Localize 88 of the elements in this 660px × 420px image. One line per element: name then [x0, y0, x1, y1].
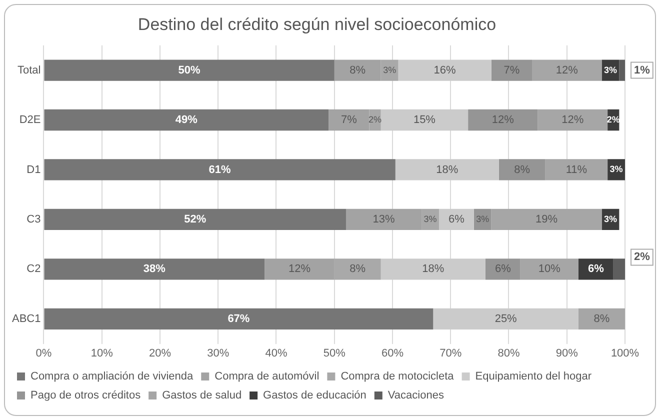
data-label: 8% — [350, 64, 366, 76]
data-label: 16% — [434, 64, 456, 76]
data-label: 12% — [288, 263, 311, 276]
data-label: 3% — [610, 164, 623, 174]
data-label: 38% — [143, 263, 166, 276]
data-label: 6% — [588, 263, 604, 276]
bar — [468, 109, 538, 131]
data-label: 18% — [436, 164, 458, 176]
bar — [532, 60, 602, 81]
bar — [619, 60, 625, 81]
chart-title: Destino del crédito según nivel socioeconómico — [138, 14, 496, 34]
bar — [398, 60, 492, 81]
x-tick-label: 40% — [265, 347, 288, 360]
legend-label: Compra de motocicleta — [340, 370, 455, 383]
bar — [485, 258, 520, 280]
y-tick-label: C3 — [26, 214, 41, 226]
legend-label: Compra de automóvil — [214, 370, 320, 383]
bar — [520, 258, 578, 280]
legend-label: Gastos de salud — [162, 390, 242, 402]
y-tick-label: ABC1 — [12, 312, 41, 325]
data-label: 11% — [566, 164, 588, 176]
data-label: 6% — [448, 214, 465, 226]
bar — [578, 308, 625, 330]
bar — [380, 109, 468, 131]
x-tick-label: 100% — [610, 347, 640, 360]
bar — [44, 60, 334, 81]
data-label: 1% — [634, 64, 650, 76]
data-label: 50% — [178, 64, 201, 76]
legend-label: Gastos de educación — [263, 390, 366, 402]
bar — [44, 109, 329, 131]
x-tick-label: 30% — [207, 347, 230, 360]
data-label: 12% — [492, 114, 514, 126]
bar — [538, 109, 608, 131]
bar — [498, 159, 546, 180]
legend-label: Compra o ampliación de vivienda — [30, 370, 194, 383]
x-tick-label: 90% — [556, 347, 578, 360]
bar — [613, 258, 625, 280]
data-label: 7% — [504, 64, 520, 76]
y-tick-label: D2E — [19, 114, 41, 126]
data-label: 12% — [562, 114, 584, 126]
legend-label: Vacaciones — [388, 390, 444, 402]
bar — [545, 159, 608, 180]
data-label: 15% — [413, 114, 436, 126]
bar — [44, 159, 396, 180]
y-tick-label: Total — [17, 64, 41, 76]
bar — [491, 208, 602, 230]
x-tick-label: 70% — [440, 347, 462, 360]
data-label: 3% — [604, 64, 617, 75]
x-tick-label: 80% — [498, 347, 520, 360]
data-label: 6% — [494, 263, 512, 276]
data-label: 12% — [556, 64, 578, 76]
x-tick-label: 0% — [36, 347, 52, 360]
x-tick-label: 20% — [148, 347, 172, 360]
bar — [395, 159, 499, 180]
data-label: 52% — [184, 214, 206, 226]
bar — [380, 258, 486, 280]
data-label: 3% — [383, 64, 396, 75]
data-label: 19% — [536, 214, 558, 226]
data-label: 3% — [476, 214, 490, 224]
x-tick-label: 60% — [381, 347, 404, 360]
bar — [491, 60, 532, 81]
data-label: 3% — [604, 214, 617, 224]
data-label: 3% — [424, 214, 437, 224]
data-label: 8% — [514, 164, 530, 176]
x-tick-label: 10% — [90, 347, 114, 360]
data-label: 25% — [494, 312, 518, 325]
legend-label: Equipamiento del hogar — [475, 370, 592, 383]
data-label: 49% — [175, 114, 198, 126]
data-label: 61% — [208, 164, 232, 176]
y-tick-label: C2 — [26, 263, 41, 276]
data-label: 8% — [350, 263, 366, 276]
data-label: 7% — [340, 114, 358, 126]
x-tick-label: 50% — [323, 347, 346, 360]
data-label: 2% — [634, 251, 650, 264]
bar — [44, 258, 265, 280]
data-label: 18% — [422, 263, 444, 276]
bar — [44, 208, 346, 230]
y-tick-label: D1 — [26, 164, 41, 176]
data-label: 13% — [372, 214, 395, 226]
data-label: 8% — [594, 312, 610, 325]
legend-label: Pago de otros créditos — [30, 390, 142, 402]
data-label: 2% — [368, 114, 382, 124]
bar — [433, 308, 578, 330]
bar — [44, 308, 434, 330]
bar — [578, 258, 614, 280]
bar — [438, 208, 474, 230]
data-label: 10% — [538, 263, 561, 276]
data-label: 67% — [228, 312, 250, 325]
